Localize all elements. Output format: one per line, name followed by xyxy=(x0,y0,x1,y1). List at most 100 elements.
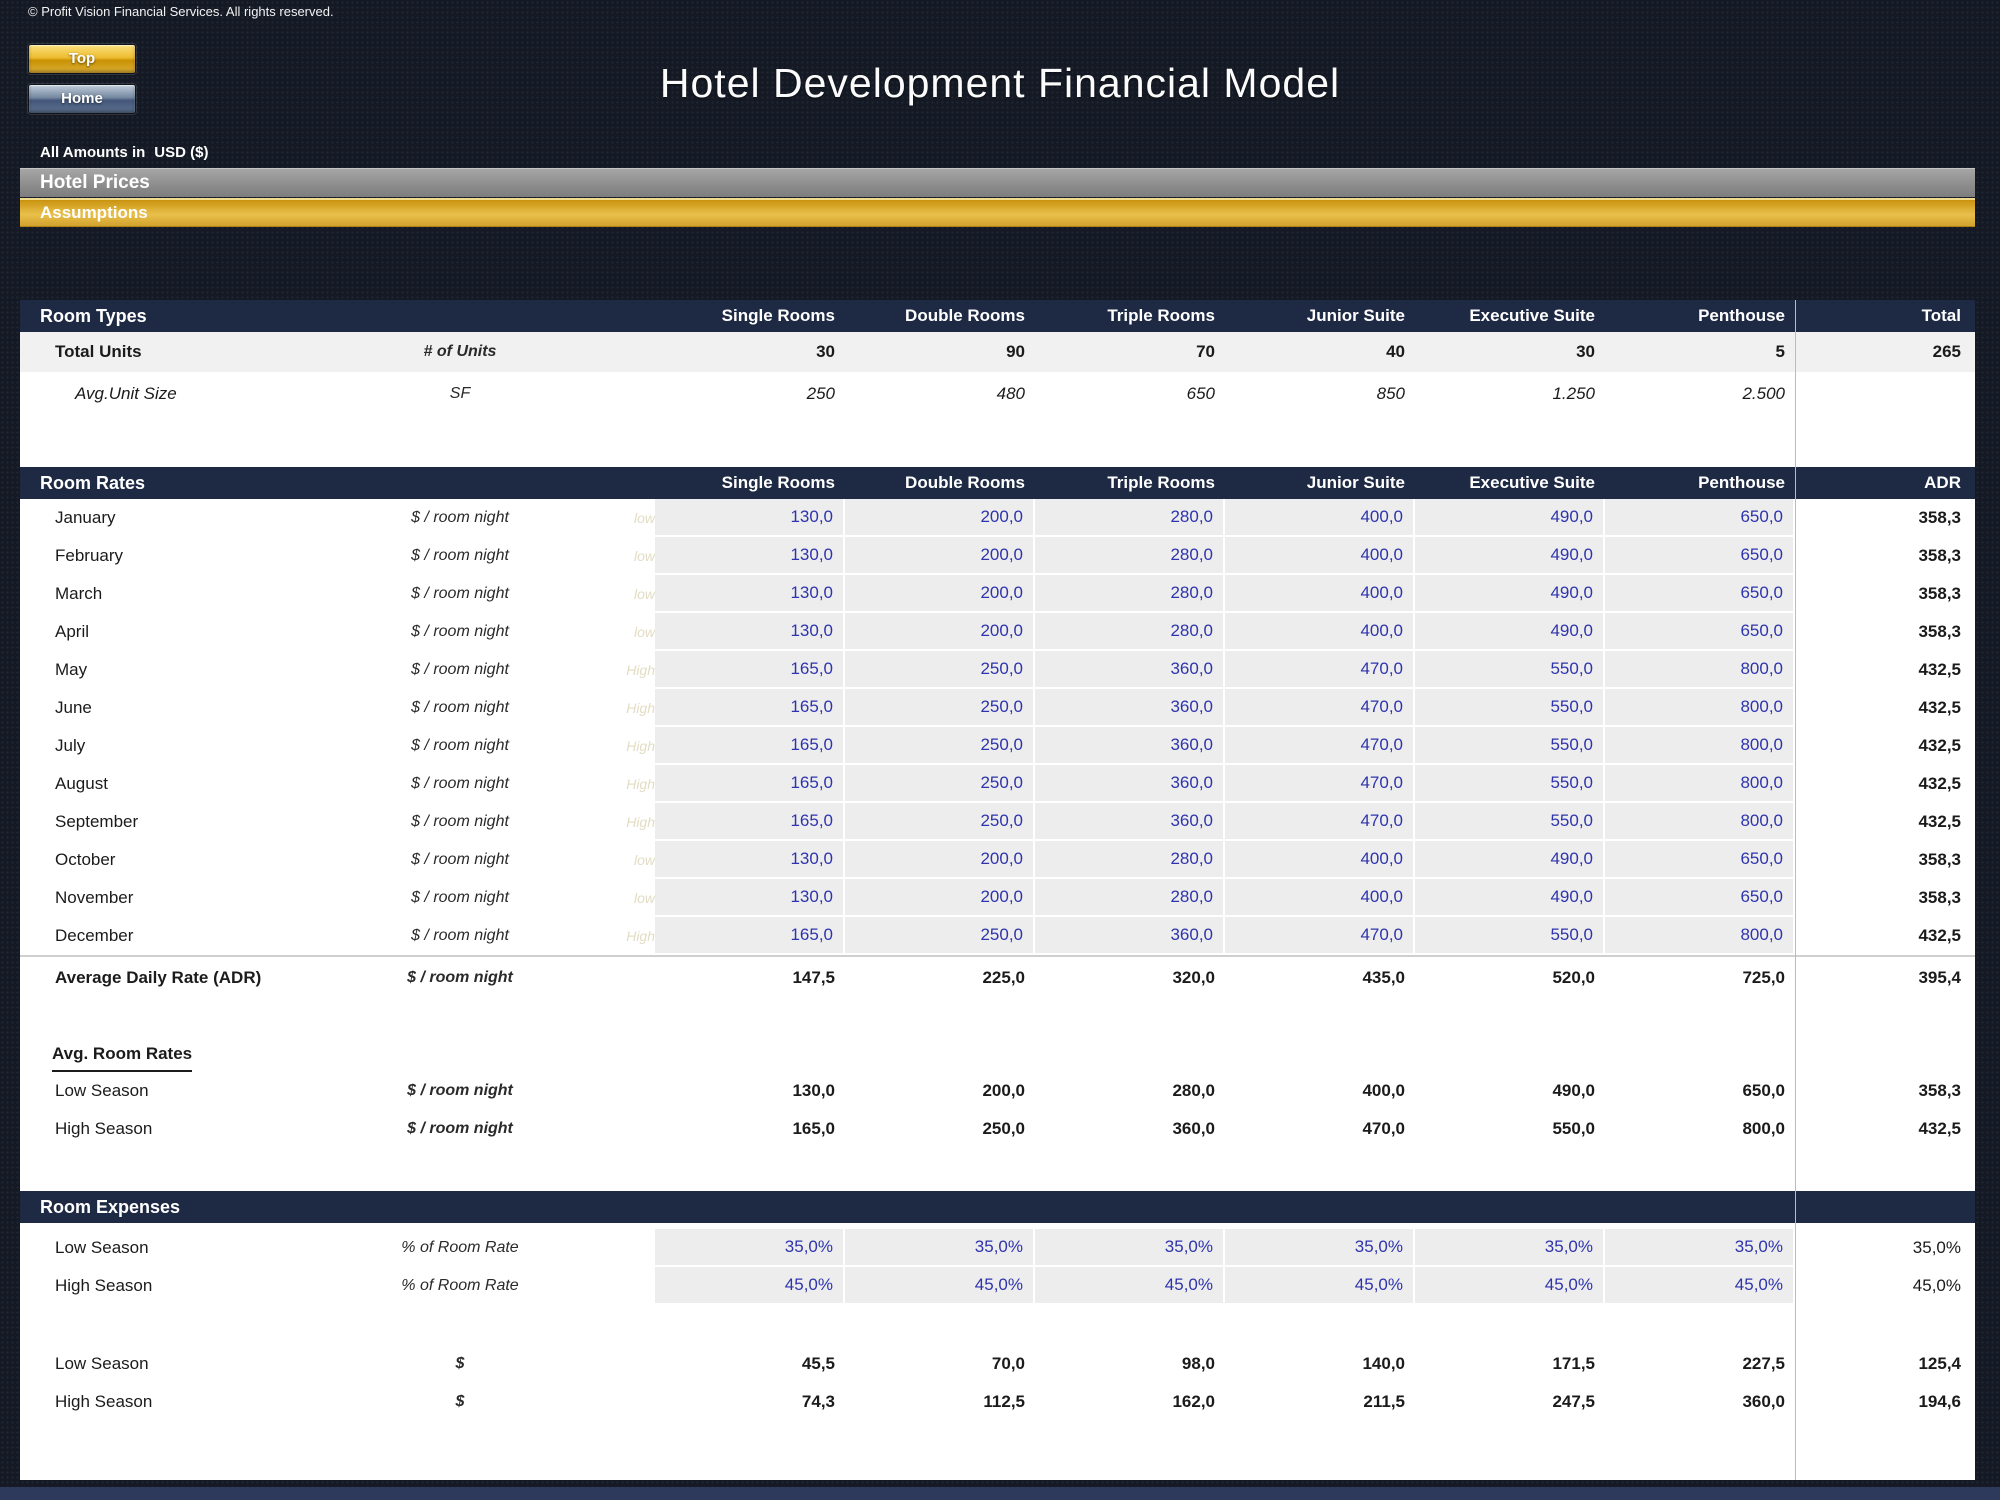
rate-input-cell[interactable]: 280,0 xyxy=(1035,499,1225,537)
pct-input-cell[interactable]: 35,0% xyxy=(1415,1229,1605,1267)
rate-input-cell[interactable]: 400,0 xyxy=(1225,613,1415,651)
rate-input-cell[interactable]: 280,0 xyxy=(1035,575,1225,613)
rate-input-cell[interactable]: 400,0 xyxy=(1225,841,1415,879)
rate-input-cell[interactable]: 200,0 xyxy=(845,575,1035,613)
rate-input-cell[interactable]: 250,0 xyxy=(845,765,1035,803)
pct-input-cell[interactable]: 35,0% xyxy=(1605,1229,1795,1267)
rate-input-cell[interactable]: 800,0 xyxy=(1605,917,1795,955)
pct-input-cell[interactable]: 45,0% xyxy=(655,1267,845,1305)
row-label: High Season xyxy=(55,1119,153,1138)
pct-input-cell[interactable]: 35,0% xyxy=(845,1229,1035,1267)
pct-input-cell[interactable]: 35,0% xyxy=(655,1229,845,1267)
rate-input-cell[interactable]: 250,0 xyxy=(845,727,1035,765)
rate-input-cell[interactable]: 250,0 xyxy=(845,917,1035,955)
rate-input-cell[interactable]: 800,0 xyxy=(1605,803,1795,841)
rate-input-cell[interactable]: 650,0 xyxy=(1605,537,1795,575)
pct-input-cell[interactable]: 45,0% xyxy=(845,1267,1035,1305)
value-cell: 650,0 xyxy=(1742,1081,1785,1100)
adr-cell: 358,3 xyxy=(1795,613,1975,651)
row-label: Total Units xyxy=(55,342,142,361)
pct-input-cell[interactable]: 45,0% xyxy=(1035,1267,1225,1305)
pct-input-cell[interactable]: 45,0% xyxy=(1225,1267,1415,1305)
rate-input-cell[interactable]: 165,0 xyxy=(655,803,845,841)
value-cell: 45,5 xyxy=(801,1354,835,1373)
rate-input-cell[interactable]: 200,0 xyxy=(845,613,1035,651)
rate-input-cell[interactable]: 470,0 xyxy=(1225,689,1415,727)
rate-input-cell[interactable]: 280,0 xyxy=(1035,841,1225,879)
rate-input-cell[interactable]: 360,0 xyxy=(1035,803,1225,841)
rate-input-cell[interactable]: 490,0 xyxy=(1415,841,1605,879)
rate-input-cell[interactable]: 470,0 xyxy=(1225,727,1415,765)
rate-input-cell[interactable]: 800,0 xyxy=(1605,765,1795,803)
rate-input-cell[interactable]: 490,0 xyxy=(1415,879,1605,917)
rate-input-cell[interactable]: 130,0 xyxy=(655,499,845,537)
rate-input-cell[interactable]: 165,0 xyxy=(655,765,845,803)
row-label: Low Season xyxy=(55,1081,149,1100)
rate-input-cell[interactable]: 130,0 xyxy=(655,537,845,575)
rate-input-cell[interactable]: 550,0 xyxy=(1415,727,1605,765)
value-cell: 490,0 xyxy=(1552,1081,1595,1100)
rate-input-cell[interactable]: 280,0 xyxy=(1035,613,1225,651)
rate-input-cell[interactable]: 650,0 xyxy=(1605,575,1795,613)
rate-input-cell[interactable]: 360,0 xyxy=(1035,765,1225,803)
rate-input-cell[interactable]: 550,0 xyxy=(1415,689,1605,727)
pct-input-cell[interactable]: 45,0% xyxy=(1415,1267,1605,1305)
rate-input-cell[interactable]: 400,0 xyxy=(1225,575,1415,613)
rate-input-cell[interactable]: 130,0 xyxy=(655,879,845,917)
top-button[interactable]: Top xyxy=(28,44,136,74)
rate-input-cell[interactable]: 130,0 xyxy=(655,613,845,651)
pct-input-cell[interactable]: 35,0% xyxy=(1035,1229,1225,1267)
rate-input-cell[interactable]: 200,0 xyxy=(845,537,1035,575)
rate-input-cell[interactable]: 550,0 xyxy=(1415,917,1605,955)
rate-input-cell[interactable]: 165,0 xyxy=(655,917,845,955)
pct-input-cell[interactable]: 35,0% xyxy=(1225,1229,1415,1267)
rate-input-cell[interactable]: 800,0 xyxy=(1605,651,1795,689)
value-cell: 2.500 xyxy=(1742,384,1785,403)
row-label: Low Season xyxy=(55,1354,149,1373)
rate-input-cell[interactable]: 650,0 xyxy=(1605,499,1795,537)
expense-pct-row: High Season % of Room Rate 45,0% 45,0% 4… xyxy=(20,1267,1975,1305)
rate-input-cell[interactable]: 280,0 xyxy=(1035,879,1225,917)
rate-input-cell[interactable]: 165,0 xyxy=(655,651,845,689)
rate-input-cell[interactable]: 360,0 xyxy=(1035,917,1225,955)
rate-input-cell[interactable]: 250,0 xyxy=(845,651,1035,689)
rate-input-cell[interactable]: 400,0 xyxy=(1225,879,1415,917)
rate-input-cell[interactable]: 470,0 xyxy=(1225,917,1415,955)
rate-input-cell[interactable]: 130,0 xyxy=(655,575,845,613)
rate-input-cell[interactable]: 490,0 xyxy=(1415,575,1605,613)
rate-input-cell[interactable]: 200,0 xyxy=(845,499,1035,537)
rate-input-cell[interactable]: 165,0 xyxy=(655,727,845,765)
rate-input-cell[interactable]: 550,0 xyxy=(1415,765,1605,803)
rate-input-cell[interactable]: 200,0 xyxy=(845,879,1035,917)
rate-input-cell[interactable]: 470,0 xyxy=(1225,651,1415,689)
rate-input-cell[interactable]: 280,0 xyxy=(1035,537,1225,575)
pct-input-cell[interactable]: 45,0% xyxy=(1605,1267,1795,1305)
rate-input-cell[interactable]: 360,0 xyxy=(1035,651,1225,689)
rate-input-cell[interactable]: 800,0 xyxy=(1605,727,1795,765)
rate-input-cell[interactable]: 360,0 xyxy=(1035,689,1225,727)
rate-input-cell[interactable]: 250,0 xyxy=(845,803,1035,841)
rate-input-cell[interactable]: 130,0 xyxy=(655,841,845,879)
rate-input-cell[interactable]: 550,0 xyxy=(1415,651,1605,689)
rate-input-cell[interactable]: 490,0 xyxy=(1415,537,1605,575)
rate-input-cell[interactable]: 650,0 xyxy=(1605,613,1795,651)
rate-input-cell[interactable]: 400,0 xyxy=(1225,499,1415,537)
rate-input-cell[interactable]: 200,0 xyxy=(845,841,1035,879)
rate-input-cell[interactable]: 550,0 xyxy=(1415,803,1605,841)
home-button[interactable]: Home xyxy=(28,84,136,114)
rate-input-cell[interactable]: 470,0 xyxy=(1225,803,1415,841)
rate-input-cell[interactable]: 800,0 xyxy=(1605,689,1795,727)
rate-input-cell[interactable]: 490,0 xyxy=(1415,499,1605,537)
page-title: Hotel Development Financial Model xyxy=(659,60,1341,106)
rate-input-cell[interactable]: 490,0 xyxy=(1415,613,1605,651)
total-cell: 194,6 xyxy=(1918,1392,1961,1411)
rate-input-cell[interactable]: 250,0 xyxy=(845,689,1035,727)
rate-input-cell[interactable]: 650,0 xyxy=(1605,879,1795,917)
rate-input-cell[interactable]: 400,0 xyxy=(1225,537,1415,575)
rate-input-cell[interactable]: 650,0 xyxy=(1605,841,1795,879)
value-cell: 247,5 xyxy=(1552,1392,1595,1411)
row-label: Average Daily Rate (ADR) xyxy=(55,968,262,987)
rate-input-cell[interactable]: 360,0 xyxy=(1035,727,1225,765)
rate-input-cell[interactable]: 470,0 xyxy=(1225,765,1415,803)
rate-input-cell[interactable]: 165,0 xyxy=(655,689,845,727)
